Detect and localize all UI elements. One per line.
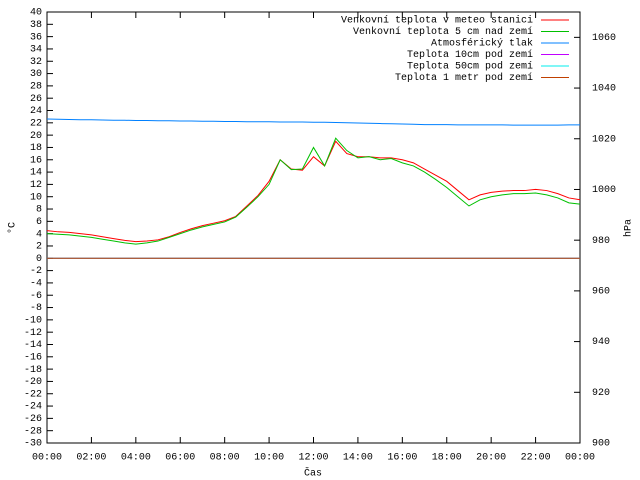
y-tick-label: -12	[24, 328, 42, 339]
x-tick-label: 14:00	[343, 453, 373, 464]
y-tick-label: 0	[36, 254, 42, 265]
y2-tick-label: 960	[592, 287, 610, 298]
legend-label: Teplota 50cm pod zemí	[407, 61, 533, 73]
y-tick-label: -8	[30, 303, 42, 314]
y-tick-label: 24	[30, 106, 42, 117]
x-axis-label: Čas	[304, 466, 322, 480]
y-tick-label: 32	[30, 57, 42, 68]
series-line	[46, 137, 581, 245]
y-tick-label: -4	[30, 279, 42, 290]
y-tick-label: 18	[30, 143, 42, 154]
y-tick-label: 8	[36, 205, 42, 216]
x-tick-label: 16:00	[387, 453, 417, 464]
y2-tick-label: 1060	[592, 33, 616, 44]
y2-axis-label: hPa	[623, 219, 635, 237]
y-tick-label: 16	[30, 155, 42, 166]
series-line	[46, 118, 580, 126]
y-tick-label: 10	[30, 192, 42, 203]
y2-tick-label: 1020	[592, 134, 616, 145]
x-tick-label: 06:00	[165, 453, 195, 464]
y-tick-label: 4	[36, 229, 42, 240]
y-tick-label: 30	[30, 69, 42, 80]
y-tick-label: 6	[36, 217, 42, 228]
legend-label: Venkovní teplota 5 cm nad zemí	[353, 26, 533, 38]
x-tick-label: 18:00	[432, 453, 462, 464]
y-tick-label: 26	[30, 94, 42, 105]
y-tick-label: 40	[30, 8, 42, 19]
y2-tick-label: 980	[592, 236, 610, 247]
x-tick-label: 10:00	[254, 453, 284, 464]
y-tick-label: 22	[30, 118, 42, 129]
legend-label: Teplota 1 metr pod zemí	[395, 72, 533, 84]
y-tick-label: -24	[24, 402, 42, 413]
y-tick-label: -6	[30, 291, 42, 302]
x-tick-label: 00:00	[32, 453, 62, 464]
y-tick-label: 20	[30, 131, 42, 142]
x-tick-label: 08:00	[210, 453, 240, 464]
y-tick-label: -20	[24, 377, 42, 388]
y-tick-label: 12	[30, 180, 42, 191]
y-tick-label: 28	[30, 82, 42, 93]
y-tick-label: -26	[24, 414, 42, 425]
y-tick-label: -10	[24, 315, 42, 326]
y2-tick-label: 940	[592, 337, 610, 348]
legend-label: Venkovní teplota v meteo stanici	[341, 15, 533, 27]
y-tick-label: 14	[30, 168, 42, 179]
y-axis-label: °C	[7, 222, 19, 234]
x-tick-label: 00:00	[565, 453, 595, 464]
x-tick-label: 22:00	[521, 453, 551, 464]
y2-tick-label: 900	[592, 439, 610, 450]
y-tick-label: -18	[24, 365, 42, 376]
y-tick-label: 38	[30, 20, 42, 31]
y-tick-label: -14	[24, 340, 42, 351]
y-tick-label: 2	[36, 242, 42, 253]
y-tick-label: 36	[30, 32, 42, 43]
legend-label: Teplota 10cm pod zemí	[407, 49, 533, 61]
y2-tick-label: 1000	[592, 185, 616, 196]
y-tick-label: 34	[30, 45, 42, 56]
y-tick-label: -28	[24, 426, 42, 437]
y2-tick-label: 1040	[592, 84, 616, 95]
y2-tick-label: 920	[592, 388, 610, 399]
y-tick-label: -16	[24, 352, 42, 363]
y-tick-label: -2	[30, 266, 42, 277]
x-tick-label: 20:00	[476, 453, 506, 464]
x-tick-label: 02:00	[76, 453, 106, 464]
series-line	[46, 140, 581, 243]
x-tick-label: 12:00	[298, 453, 328, 464]
y-tick-label: -30	[24, 439, 42, 450]
y-tick-label: -22	[24, 389, 42, 400]
x-tick-label: 04:00	[121, 453, 151, 464]
legend-label: Atmosférický tlak	[431, 38, 533, 50]
